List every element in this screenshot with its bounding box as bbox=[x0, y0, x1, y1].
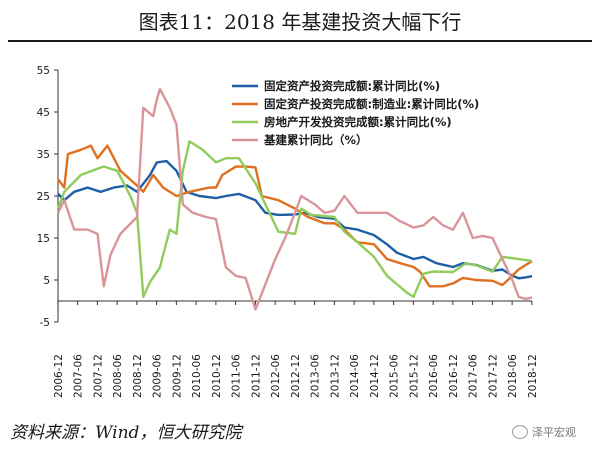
series-line-4 bbox=[56, 87, 533, 311]
x-tick-label: 2018-06 bbox=[507, 354, 519, 398]
y-tick-label: 5 bbox=[43, 275, 50, 287]
x-tick-label: 2013-06 bbox=[310, 354, 322, 398]
series-line-2 bbox=[57, 144, 533, 288]
title-rule bbox=[8, 40, 592, 42]
x-tick-label: 2010-12 bbox=[211, 354, 223, 398]
line-chart: -5 5 15 25 35 45 55 2006-12 2007-06 2007-12 2008-0… bbox=[37, 65, 539, 398]
chart-title: 图表11：2018 年基建投资大幅下行 bbox=[138, 10, 462, 34]
y-tick-label: 55 bbox=[37, 65, 50, 77]
series-line-3 bbox=[56, 140, 533, 298]
x-tick-label: 2017-12 bbox=[487, 354, 499, 398]
legend-label-2: 固定资产投资完成额:制造业:累计同比(%) bbox=[264, 97, 479, 111]
x-tick-label: 2013-12 bbox=[329, 354, 341, 398]
x-tick-label: 2011-06 bbox=[231, 354, 243, 398]
y-tick-label: 35 bbox=[37, 149, 50, 161]
legend-label-1: 固定资产投资完成额:累计同比(%) bbox=[264, 79, 440, 93]
x-tick-label: 2014-06 bbox=[349, 354, 361, 398]
chart-axes: -5 5 15 25 35 45 55 2006-12 2007-06 2007-12 2008-0… bbox=[37, 65, 539, 398]
x-tick-label: 2009-06 bbox=[152, 354, 164, 398]
wechat-icon bbox=[512, 425, 528, 439]
x-tick-label: 2016-12 bbox=[448, 354, 460, 398]
x-tick-label: 2010-06 bbox=[191, 354, 203, 398]
x-tick-label: 2015-06 bbox=[389, 354, 401, 398]
x-tick-label: 2007-06 bbox=[73, 354, 85, 398]
x-tick-label: 2008-12 bbox=[132, 354, 144, 398]
x-tick-label: 2014-12 bbox=[369, 354, 381, 398]
x-tick-label: 2009-12 bbox=[171, 354, 183, 398]
y-tick-label: 15 bbox=[37, 233, 50, 245]
x-tick-label: 2012-06 bbox=[270, 354, 282, 398]
chart-lines bbox=[56, 87, 533, 311]
x-tick-label: 2008-06 bbox=[112, 354, 124, 398]
x-tick-label: 2007-12 bbox=[92, 354, 104, 398]
legend-label-3: 房地产开发投资完成额:累计同比(%) bbox=[264, 115, 452, 129]
x-tick-label: 2012-12 bbox=[290, 354, 302, 398]
brand-text: 泽平宏观 bbox=[532, 426, 576, 439]
x-tick-label: 2006-12 bbox=[53, 354, 65, 398]
chart-legend: 固定资产投资完成额:累计同比(%) 固定资产投资完成额:制造业:累计同比(%) 房地… bbox=[232, 79, 479, 147]
x-tick-label: 2015-12 bbox=[408, 354, 420, 398]
source-note: 资料来源：Wind，恒大研究院 bbox=[10, 423, 242, 443]
brand-watermark: 泽平宏观 bbox=[512, 424, 576, 440]
y-tick-label: 45 bbox=[37, 107, 50, 119]
x-tick-label: 2017-06 bbox=[468, 354, 480, 398]
x-tick-label: 2011-12 bbox=[250, 354, 262, 398]
y-tick-label: -5 bbox=[40, 317, 50, 329]
legend-label-4: 基建累计同比（%） bbox=[263, 133, 368, 147]
x-tick-label: 2018-12 bbox=[527, 354, 539, 398]
x-tick-label: 2016-06 bbox=[428, 354, 440, 398]
y-tick-label: 25 bbox=[37, 191, 50, 203]
